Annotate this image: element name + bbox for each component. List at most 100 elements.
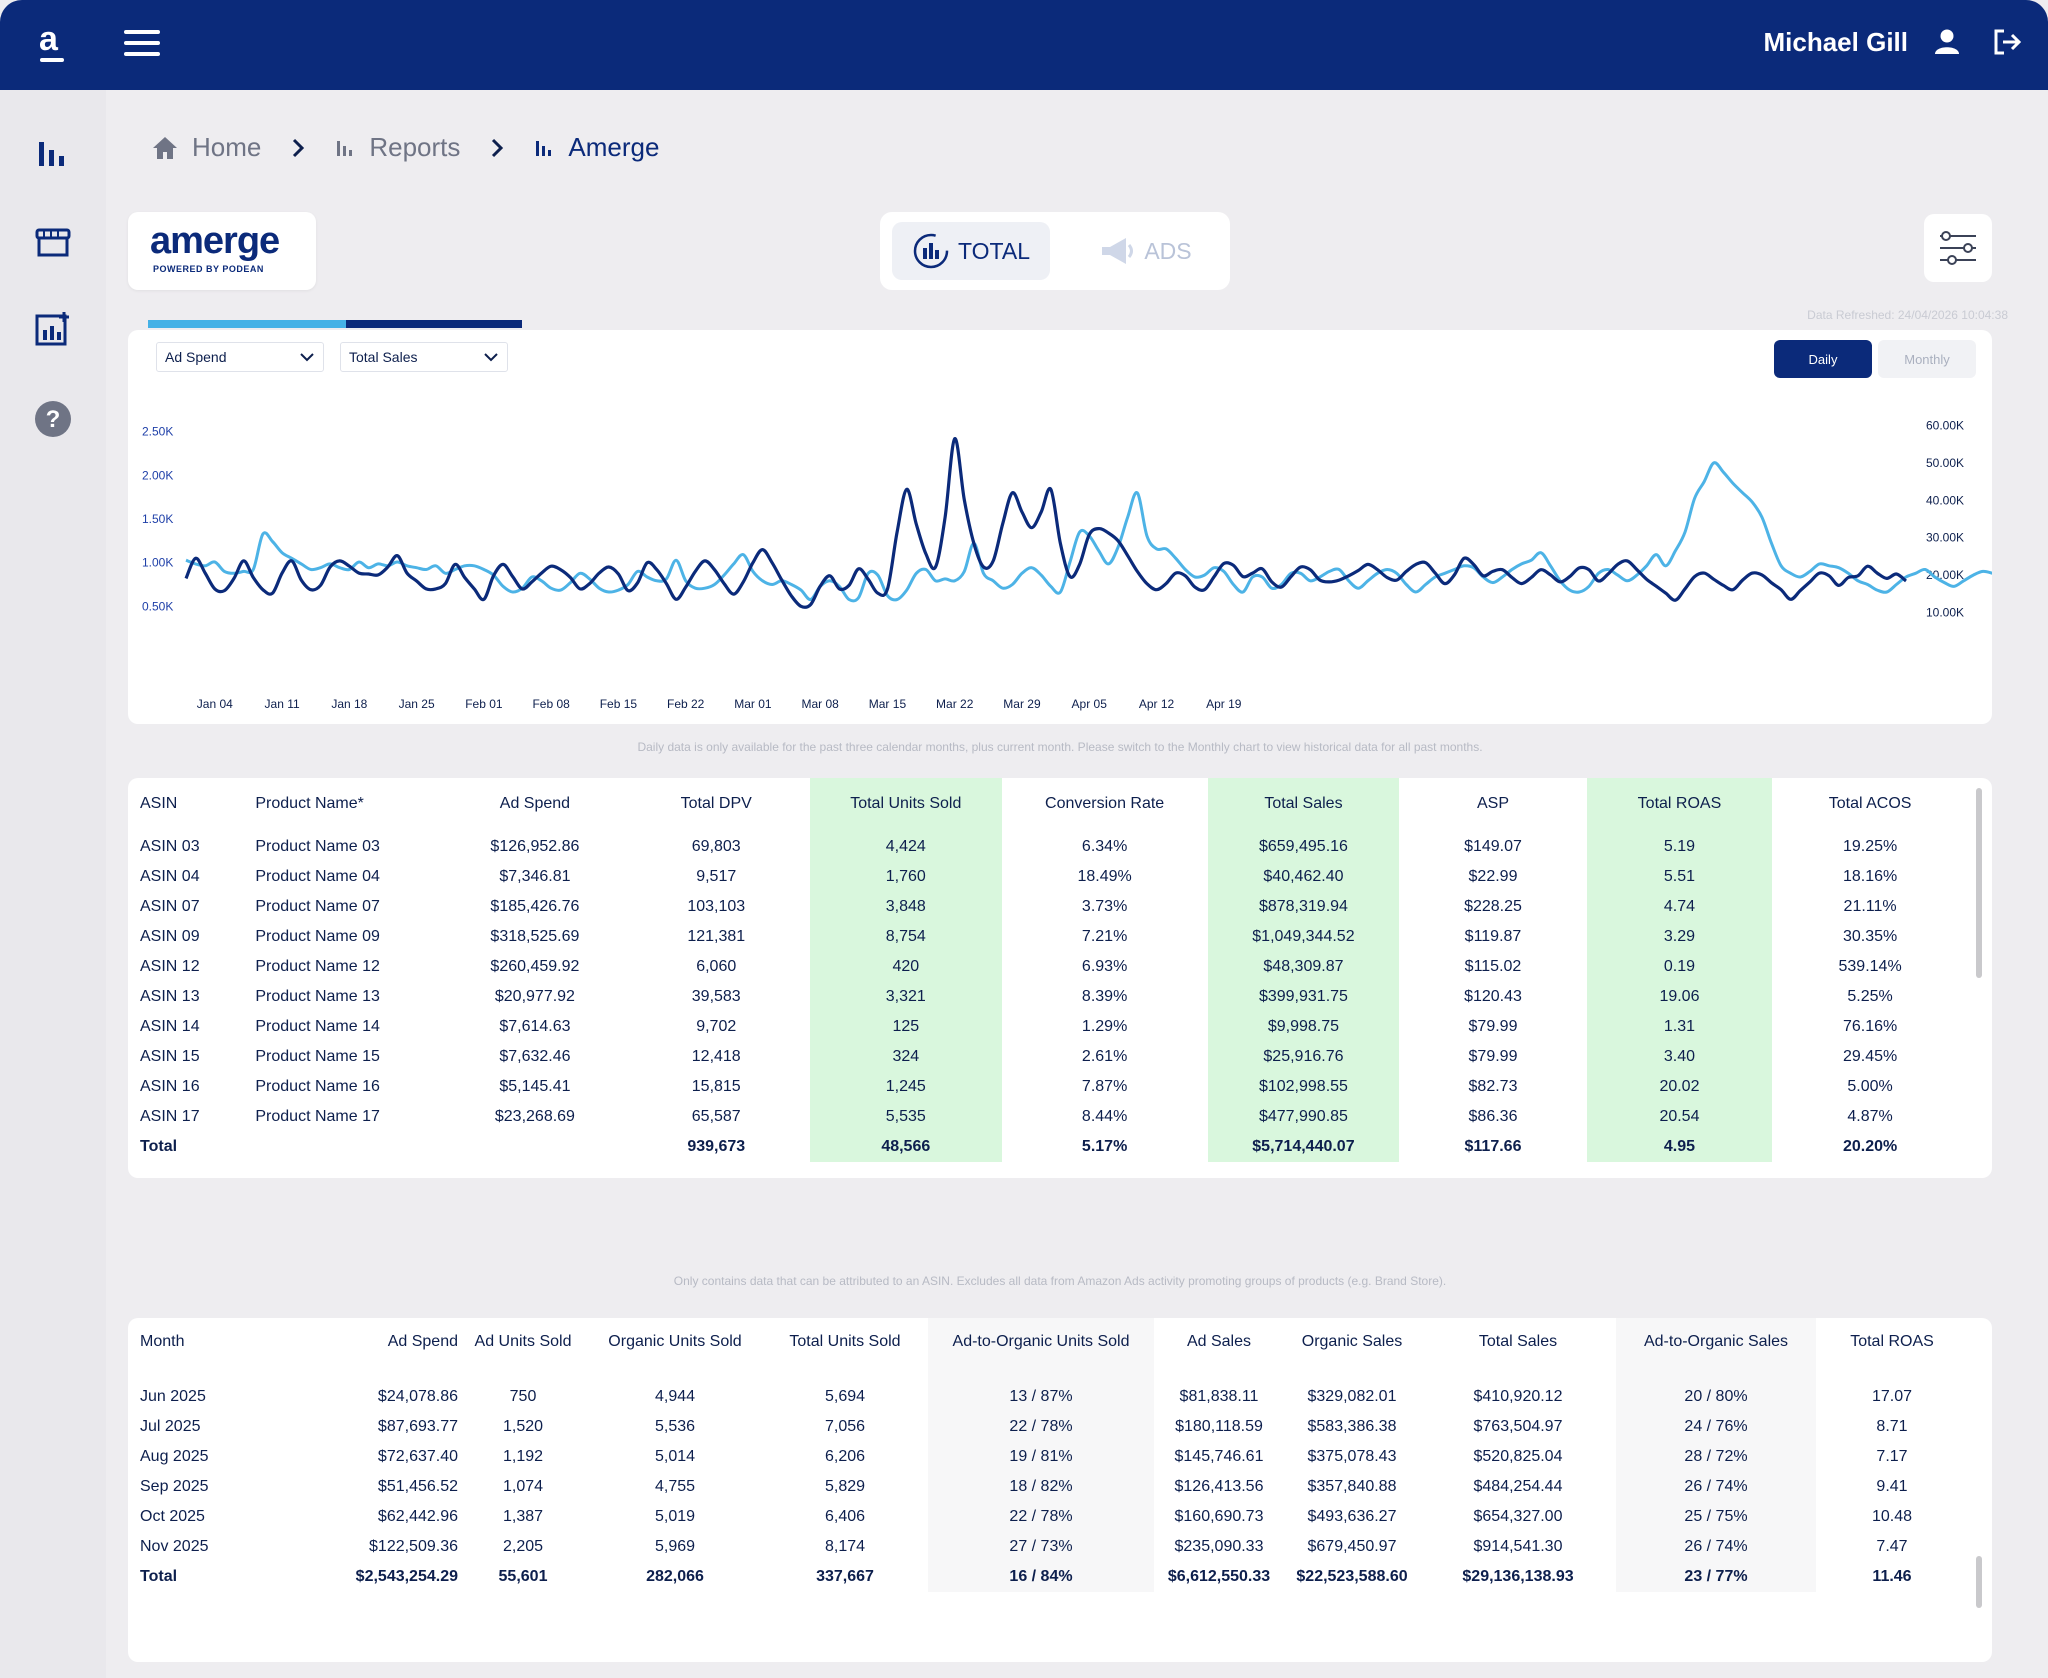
table-cell: $22.99 [1468, 868, 1518, 885]
column-header[interactable]: ASP [1476, 795, 1509, 812]
table-cell: $81,838.11 [1179, 1388, 1259, 1405]
table-row[interactable]: Jun 2025 $24,078.86 750 4,944 5,694 13 / 87% $… [128, 1382, 1968, 1412]
ads-view-button[interactable]: ADS [1080, 222, 1210, 280]
table-spacer-row [128, 824, 1968, 832]
x-tick-label: Feb 15 [600, 697, 638, 711]
table-row[interactable]: ASIN 04 Product Name 04 $7,346.81 9,517 1,76… [128, 862, 1968, 892]
monthly-button[interactable]: Monthly [1878, 340, 1976, 378]
column-header[interactable]: Ad Spend [387, 1333, 458, 1350]
column-header[interactable]: Total ROAS [1850, 1333, 1934, 1350]
table-row[interactable]: Oct 2025 $62,442.96 1,387 5,019 6,406 22 / 78… [128, 1502, 1968, 1532]
column-header[interactable]: Ad Units Sold [474, 1333, 572, 1350]
table-cell: ASIN 03 [140, 838, 200, 855]
app-logo-icon[interactable]: a [36, 20, 68, 68]
table-cell: 8.44% [1081, 1108, 1128, 1125]
column-header[interactable]: Total DPV [680, 795, 752, 812]
table-cell: 9.41 [1876, 1478, 1908, 1495]
table-row[interactable]: ASIN 07 Product Name 07 $185,426.76 103,103… [128, 892, 1968, 922]
table-row[interactable]: Aug 2025 $72,637.40 1,192 5,014 6,206 19 / 81… [128, 1442, 1968, 1472]
table-cell: $520,825.04 [1473, 1448, 1563, 1465]
table-cell: $654,327.00 [1473, 1508, 1563, 1525]
monthly-table-scrollbar[interactable] [1976, 1556, 1982, 1608]
spacer-cell [622, 824, 810, 832]
table-cell: $5,714,440.07 [1207, 1132, 1400, 1162]
table-cell: $763,504.97 [1473, 1418, 1563, 1435]
column-header[interactable]: Total Units Sold [789, 1333, 901, 1350]
table-cell: 6.34% [1081, 838, 1128, 855]
column-header[interactable]: Conversion Rate [1045, 795, 1165, 812]
table-row[interactable]: ASIN 03 Product Name 03 $126,952.86 69,803 4… [128, 832, 1968, 862]
column-header[interactable]: Month [140, 1333, 185, 1350]
table-cell: Product Name 12 [255, 958, 380, 975]
table-cell: $318,525.69 [490, 928, 580, 945]
view-toggle: TOTAL ADS [880, 212, 1230, 290]
breadcrumb-current: Amerge [534, 132, 659, 163]
table-row[interactable]: ASIN 16 Product Name 16 $5,145.41 15,815 1,2… [128, 1072, 1968, 1102]
chart-note: Daily data is only available for the pas… [637, 740, 1483, 754]
column-header[interactable]: Ad-to-Organic Units Sold [928, 1318, 1154, 1360]
breadcrumb-home[interactable]: Home [152, 132, 261, 163]
table-cell: $62,442.96 [377, 1508, 458, 1525]
table-cell: Sep 2025 [140, 1478, 209, 1495]
table-cell: 4,755 [654, 1478, 696, 1495]
column-header[interactable]: Ad-to-Organic Sales [1616, 1318, 1816, 1360]
table-cell: 16 / 84% [928, 1562, 1154, 1592]
column-header[interactable]: Total Sales [1207, 778, 1400, 824]
column-header[interactable]: ASIN [140, 795, 178, 812]
table-row[interactable]: Jul 2025 $87,693.77 1,520 5,536 7,056 22 / 78… [128, 1412, 1968, 1442]
table-cell [243, 1132, 447, 1162]
table-cell: ASIN 12 [140, 958, 200, 975]
column-header[interactable]: Organic Units Sold [608, 1333, 742, 1350]
table-cell: 28 / 72% [1616, 1442, 1816, 1472]
daily-button[interactable]: Daily [1774, 340, 1872, 378]
table-row[interactable]: ASIN 12 Product Name 12 $260,459.92 6,060 42… [128, 952, 1968, 982]
table-row[interactable]: ASIN 09 Product Name 09 $318,525.69 121,381… [128, 922, 1968, 952]
column-header[interactable]: Total Units Sold [809, 778, 1002, 824]
y-left-tick-label: 2.00K [142, 468, 173, 482]
brand-logo-card: amerge POWERED BY PODEAN [128, 212, 316, 290]
breadcrumb-reports[interactable]: Reports [335, 132, 460, 163]
filter-settings-button[interactable] [1924, 214, 1992, 282]
spacer-cell [243, 824, 447, 832]
logout-icon[interactable] [1992, 28, 2022, 56]
table-cell: 19 / 81% [928, 1442, 1154, 1472]
column-header[interactable]: Ad Spend [499, 795, 571, 812]
products-table-scrollbar[interactable] [1976, 788, 1982, 978]
store-icon[interactable] [34, 224, 72, 262]
table-row[interactable]: ASIN 14 Product Name 14 $7,614.63 9,702 125 1… [128, 1012, 1968, 1042]
column-header[interactable]: Total ACOS [1828, 795, 1912, 812]
table-cell: 12,418 [691, 1048, 741, 1065]
left-metric-select[interactable]: Ad Spend [156, 342, 324, 372]
table-cell: 2.61% [1081, 1048, 1128, 1065]
user-icon[interactable] [1934, 28, 1960, 56]
reports-chart-icon[interactable] [34, 134, 72, 172]
spacer-cell [128, 824, 243, 832]
table-cell [447, 1132, 622, 1162]
table-cell: 19.06 [1586, 982, 1773, 1012]
add-report-icon[interactable] [34, 310, 72, 348]
spacer-cell [1284, 1360, 1420, 1382]
table-row[interactable]: ASIN 17 Product Name 17 $23,268.69 65,587 5,… [128, 1102, 1968, 1132]
column-header[interactable]: Product Name* [255, 795, 364, 812]
table-cell: ASIN 17 [140, 1108, 200, 1125]
table-row[interactable]: Sep 2025 $51,456.52 1,074 4,755 5,829 18 / 82… [128, 1472, 1968, 1502]
column-header[interactable]: Total Sales [1478, 1333, 1558, 1350]
table-row[interactable]: Nov 2025 $122,509.36 2,205 5,969 8,174 27 / 7… [128, 1532, 1968, 1562]
column-header[interactable]: Total ROAS [1586, 778, 1773, 824]
table-cell: 4.74 [1586, 892, 1773, 922]
table-cell: 39,583 [691, 988, 741, 1005]
data-refreshed-text: Data Refreshed: 24/04/2026 10:04:38 [1807, 308, 2008, 322]
chevron-right-icon [492, 138, 504, 157]
right-metric-select[interactable]: Total Sales [340, 342, 508, 372]
table-row[interactable]: ASIN 15 Product Name 15 $7,632.46 12,418 324… [128, 1042, 1968, 1072]
help-icon[interactable]: ? [34, 400, 72, 438]
x-tick-label: Apr 05 [1072, 697, 1108, 711]
column-header[interactable]: Ad Sales [1186, 1333, 1252, 1350]
table-row[interactable]: ASIN 13 Product Name 13 $20,977.92 39,583 3,… [128, 982, 1968, 1012]
column-header[interactable]: Organic Sales [1301, 1333, 1403, 1350]
total-view-button[interactable]: TOTAL [892, 222, 1050, 280]
spacer-cell [762, 1360, 928, 1382]
user-name[interactable]: Michael Gill [1763, 27, 1909, 57]
menu-icon[interactable] [124, 30, 160, 56]
table-cell: 20.54 [1586, 1102, 1773, 1132]
